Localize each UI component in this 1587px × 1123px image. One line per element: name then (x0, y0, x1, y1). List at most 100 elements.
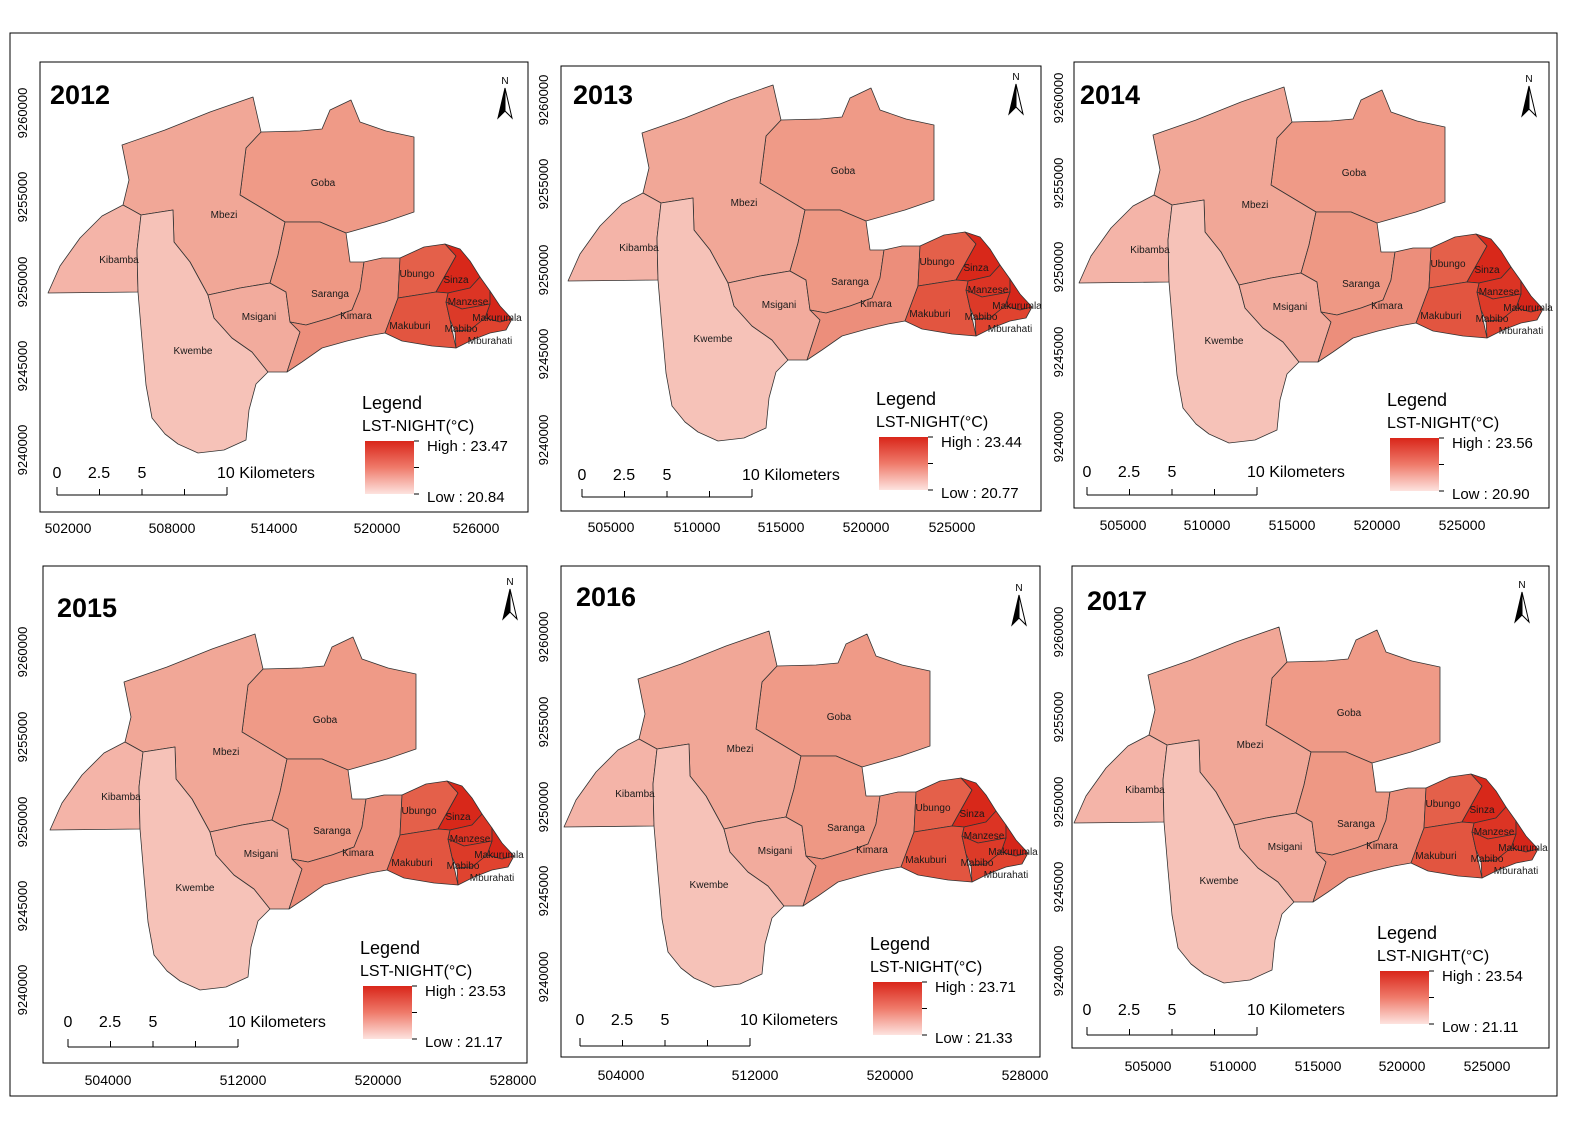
x-axis-tick-label: 505000 (588, 519, 635, 535)
scale-label: 2.5 (1118, 1002, 1140, 1019)
scale-label: 5 (138, 465, 147, 482)
x-axis-tick-label: 526000 (453, 520, 500, 536)
ward-label: Manzese (450, 834, 491, 845)
y-axis-tick-label: 9260000 (15, 627, 30, 678)
ward-label: Msigani (1268, 842, 1302, 853)
y-axis-tick-label: 9260000 (1051, 607, 1066, 658)
map-panel: Goba Mbezi Kibamba Kwembe Msigani Saranga Kima… (1051, 61, 1553, 533)
ward-label: Makuburi (389, 321, 430, 332)
legend: Legend LST-NIGHT(°C) High : 23.71 Low : 21.… (870, 934, 1016, 1047)
north-arrow-right-half (1015, 83, 1024, 116)
scale-label: 2.5 (88, 465, 110, 482)
scale-label: 10 Kilometers (1247, 464, 1345, 481)
scale-label: 0 (1083, 1002, 1092, 1019)
ward-label: Mbezi (1242, 200, 1269, 211)
y-axis-tick-label: 9260000 (1051, 73, 1066, 124)
scale-bar: 0 2.5 5 10 Kilometers (53, 465, 315, 496)
y-axis-tick-label: 9245000 (536, 329, 551, 380)
ward-label: Sinza (963, 263, 988, 274)
north-arrow-icon: N (502, 577, 518, 621)
ward-label: Sinza (959, 809, 984, 820)
y-axis-tick-label: 9250000 (1051, 242, 1066, 293)
x-axis-tick-label: 528000 (1002, 1067, 1049, 1083)
scale-label: 10 Kilometers (1247, 1002, 1345, 1019)
scale-label: 5 (663, 467, 672, 484)
legend-gradient-swatch (365, 441, 414, 494)
ward-label: Ubungo (919, 257, 954, 268)
north-arrow-right-half (1018, 594, 1027, 627)
ward-label: Mburahati (1499, 326, 1543, 337)
legend-subtitle: LST-NIGHT(°C) (876, 414, 988, 431)
ward-label: Kibamba (1125, 785, 1165, 796)
ward-label: Kwembe (174, 346, 213, 357)
ward-label: Makurumla (472, 313, 522, 324)
ward-label: Mbezi (1237, 740, 1264, 751)
ward-label: Mbezi (213, 747, 240, 758)
x-axis-tick-label: 514000 (251, 520, 298, 536)
ward-makuburi (900, 825, 973, 883)
legend-high-label: High : 23.53 (425, 983, 506, 1000)
scale-label: 2.5 (99, 1014, 121, 1031)
y-axis-tick-label: 9240000 (15, 425, 30, 476)
legend-low-label: Low : 21.11 (1442, 1019, 1518, 1036)
ward-label: Makuburi (905, 855, 946, 866)
legend-high-label: High : 23.44 (941, 434, 1022, 451)
ward-label: Kimara (1366, 841, 1398, 852)
x-axis-tick-label: 508000 (149, 520, 196, 536)
legend-subtitle: LST-NIGHT(°C) (360, 963, 472, 980)
scale-label: 2.5 (611, 1012, 633, 1029)
x-axis-tick-label: 528000 (490, 1072, 537, 1088)
ward-map: Goba Mbezi Kibamba Kwembe Msigani Saranga Kima… (563, 630, 1038, 988)
legend: Legend LST-NIGHT(°C) High : 23.56 Low : 20.… (1387, 390, 1533, 503)
x-axis-tick-label: 515000 (1295, 1058, 1342, 1074)
ward-label: Makurumla (992, 301, 1042, 312)
panel-year-title: 2013 (573, 80, 633, 110)
legend-subtitle: LST-NIGHT(°C) (1387, 415, 1499, 432)
ward-label: Saranga (827, 823, 865, 834)
ward-label: Makurumla (1498, 843, 1548, 854)
panel-year-title: 2014 (1080, 80, 1140, 110)
ward-label: Msigani (762, 300, 796, 311)
ward-label: Kwembe (1205, 336, 1244, 347)
y-axis-tick-label: 9255000 (536, 159, 551, 210)
ward-label: Goba (827, 712, 852, 723)
scale-label: 0 (53, 465, 62, 482)
ward-label: Mabibo (447, 861, 480, 872)
ward-label: Kibamba (101, 792, 141, 803)
scale-label: 5 (149, 1014, 158, 1031)
ward-mburahati (1485, 307, 1544, 339)
map-panel: Goba Mbezi Kibamba Kwembe Msigani Saranga Kima… (536, 565, 1049, 1083)
legend-title: Legend (360, 938, 420, 958)
ward-label: Sinza (1474, 265, 1499, 276)
scale-label: 5 (661, 1012, 670, 1029)
scale-label: 2.5 (613, 467, 635, 484)
legend-high-label: High : 23.56 (1452, 435, 1533, 452)
ward-label: Ubungo (401, 806, 436, 817)
ward-label: Manzese (1474, 827, 1515, 838)
ward-kwembe (138, 746, 271, 991)
y-axis-tick-label: 9255000 (15, 712, 30, 763)
y-axis-tick-label: 9240000 (536, 415, 551, 466)
ward-kwembe (136, 209, 269, 454)
x-axis-tick-label: 520000 (1354, 517, 1401, 533)
ward-label: Makuburi (1420, 311, 1461, 322)
y-axis-tick-label: 9250000 (15, 257, 30, 308)
ward-label: Ubungo (399, 269, 434, 280)
y-axis-tick-label: 9240000 (536, 952, 551, 1003)
north-label: N (1015, 583, 1022, 594)
scale-label: 2.5 (1118, 464, 1140, 481)
ward-label: Msigani (1273, 302, 1307, 313)
legend: Legend LST-NIGHT(°C) High : 23.54 Low : 21.… (1377, 923, 1523, 1036)
ward-label: Makuburi (391, 858, 432, 869)
figure-border (9, 32, 1558, 1097)
ward-label: Kibamba (619, 243, 659, 254)
ward-map: Goba Mbezi Kibamba Kwembe Msigani Saranga Kima… (49, 633, 524, 991)
ward-label: Makuburi (909, 309, 950, 320)
ward-label: Ubungo (1425, 799, 1460, 810)
north-label: N (506, 577, 513, 588)
ward-label: Kimara (342, 848, 374, 859)
north-label: N (501, 76, 508, 87)
ward-label: Mburahati (468, 336, 512, 347)
legend: Legend LST-NIGHT(°C) High : 23.44 Low : 20.… (876, 389, 1022, 502)
x-axis-tick-label: 504000 (598, 1067, 645, 1083)
